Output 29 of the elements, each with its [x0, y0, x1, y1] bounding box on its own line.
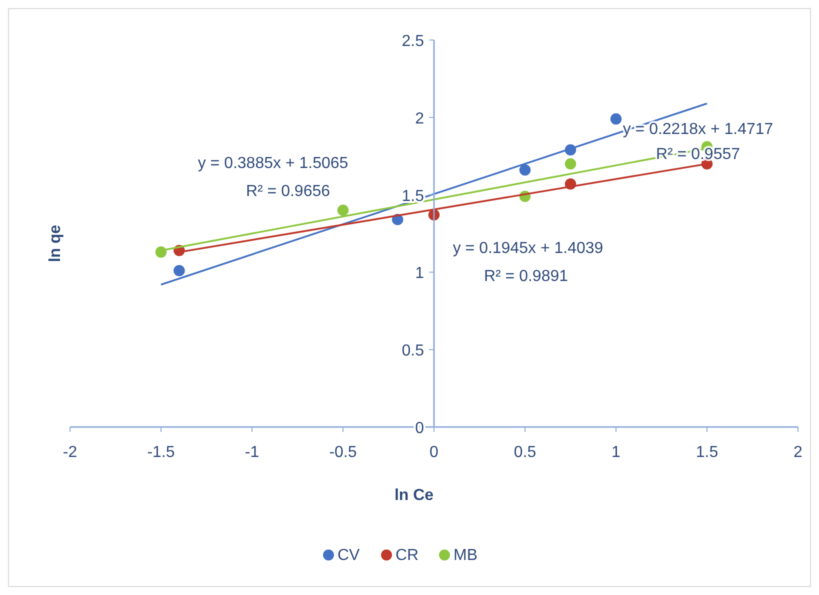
- y-tick-label: 2: [415, 110, 424, 128]
- x-tick-label: 2: [794, 444, 803, 461]
- y-tick-label: 0.5: [402, 342, 424, 360]
- x-tick-label: 1: [612, 444, 621, 461]
- x-tick-label: 1.5: [696, 444, 718, 461]
- point: [155, 246, 167, 258]
- y-axis-title: ln qe: [47, 224, 64, 262]
- point: [174, 265, 185, 276]
- legend-label: CR: [396, 547, 419, 564]
- point: [519, 164, 531, 176]
- y-tick-label: 0: [415, 420, 424, 437]
- annotation: R² = 0.9891: [484, 268, 568, 285]
- legend-label: MB: [454, 547, 478, 564]
- legend-label: CV: [338, 547, 360, 564]
- x-axis-title: ln Ce: [394, 487, 434, 504]
- x-tick-label: -1: [244, 444, 260, 461]
- x-tick-label: 0: [430, 444, 439, 461]
- y-tick-label: 1: [415, 265, 424, 282]
- x-tick-label: 0.5: [514, 444, 536, 461]
- x-tick-label: -2: [62, 444, 78, 461]
- point: [610, 113, 622, 125]
- point: [337, 204, 349, 216]
- annotation: y = 0.1945x + 1.4039: [452, 240, 604, 257]
- annotation: y = 0.3885x + 1.5065: [198, 155, 348, 172]
- annotation: R² = 0.9656: [246, 183, 330, 200]
- y-tick-label: 2.5: [402, 33, 424, 50]
- point: [564, 158, 576, 170]
- x-tick-label: -1.5: [147, 444, 175, 461]
- x-tick-label: -0.5: [329, 444, 357, 461]
